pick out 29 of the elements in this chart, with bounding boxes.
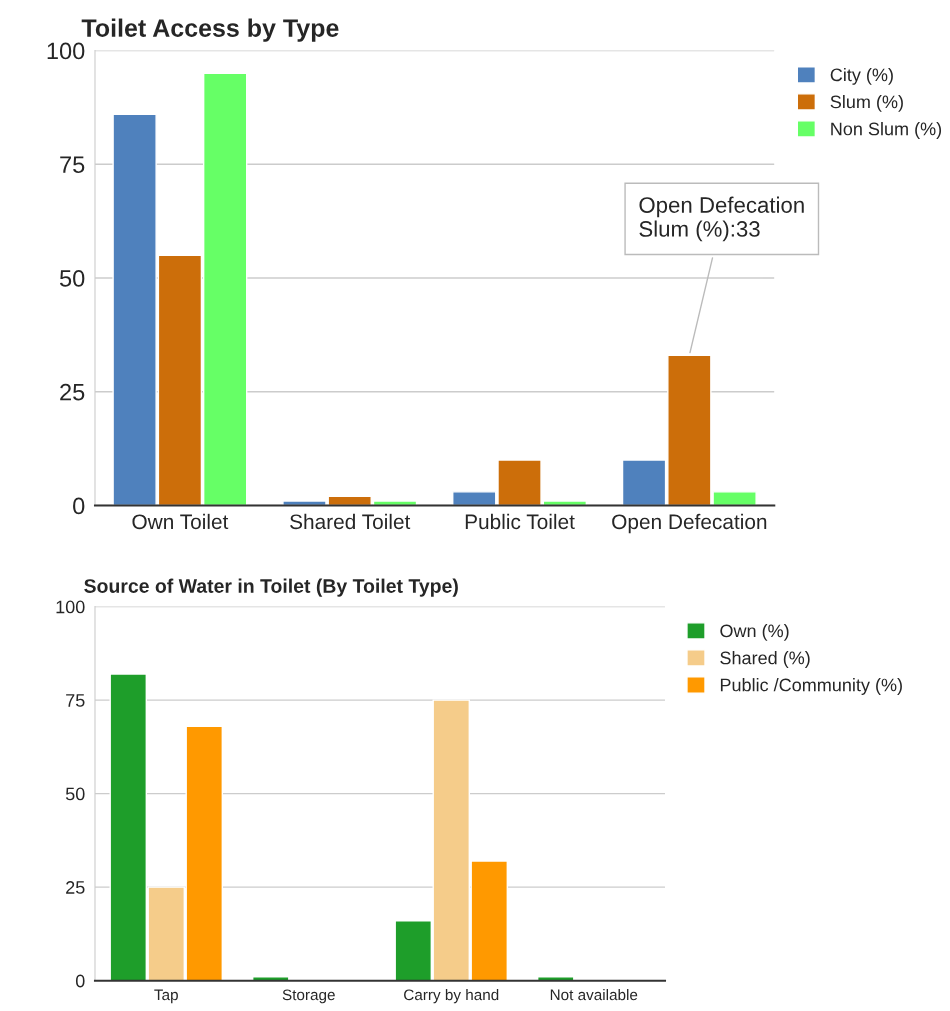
x-tick-label: Not available xyxy=(550,989,638,1001)
legend-label: Slum (%) xyxy=(830,95,903,112)
y-tick-label: 75 xyxy=(66,694,85,707)
x-tick-label: Open Defecation xyxy=(612,513,767,534)
y-tick-label: 25 xyxy=(66,881,85,894)
y-tick-label: 25 xyxy=(60,383,85,401)
x-tick-label: Tap xyxy=(154,989,178,1004)
y-tick-label: 0 xyxy=(73,497,85,515)
y-tick-label: 75 xyxy=(60,156,85,174)
x-tick-label: Public Toilet xyxy=(465,513,575,530)
x-tick-label: Shared Toilet xyxy=(290,513,411,530)
y-tick-label: 50 xyxy=(59,270,85,287)
annotation: Open Defecation Slum (%):33 xyxy=(639,196,804,242)
y-tick-label: 100 xyxy=(56,600,85,614)
chart-title: Toilet Access by Type xyxy=(81,18,339,42)
y-tick-label: 50 xyxy=(65,787,85,801)
legend-label: Shared (%) xyxy=(720,651,810,668)
x-tick-label: Own Toilet xyxy=(132,513,229,530)
x-tick-label: Storage xyxy=(282,989,335,1004)
bar xyxy=(537,976,575,981)
chart-title: Source of Water in Toilet (By Toilet Type) xyxy=(84,578,458,597)
legend-label: Own (%) xyxy=(720,624,789,641)
legend-label: City (%) xyxy=(830,67,893,85)
x-tick-label: Carry by hand xyxy=(404,989,499,1004)
bar xyxy=(252,976,290,981)
legend-label: Public /Community (%) xyxy=(720,678,902,695)
y-tick-label: 100 xyxy=(47,42,85,60)
legend-label: Non Slum (%) xyxy=(831,122,942,139)
y-tick-label: 0 xyxy=(75,974,85,988)
